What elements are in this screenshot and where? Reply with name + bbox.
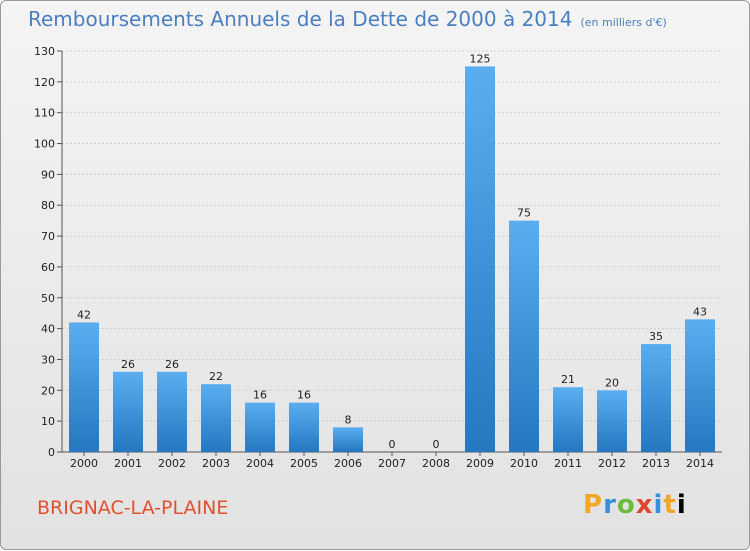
value-label-2003: 22 (209, 370, 223, 383)
chart-unit: (en milliers d'€) (580, 16, 667, 29)
value-label-2005: 16 (297, 389, 311, 402)
y-tick-label: 10 (41, 415, 55, 428)
y-tick-label: 30 (41, 353, 55, 366)
y-tick-label: 40 (41, 323, 55, 336)
y-tick-label: 100 (34, 138, 55, 151)
value-label-2012: 20 (605, 376, 619, 389)
y-tick-label: 120 (34, 76, 55, 89)
bar-2000 (69, 322, 99, 452)
value-label-2000: 42 (77, 308, 91, 321)
bar-2014 (685, 319, 715, 452)
y-tick-label: 50 (41, 292, 55, 305)
value-label-2011: 21 (561, 373, 575, 386)
x-tick-label-2004: 2004 (246, 457, 274, 470)
y-tick-label: 0 (48, 446, 55, 459)
x-tick-label-2005: 2005 (290, 457, 318, 470)
x-tick-label-2007: 2007 (378, 457, 406, 470)
value-label-2002: 26 (165, 358, 179, 371)
bar-2005 (289, 402, 319, 452)
value-label-2006: 8 (345, 413, 352, 426)
value-label-2009: 125 (470, 52, 491, 65)
x-tick-label-2009: 2009 (466, 457, 494, 470)
x-tick-label-2010: 2010 (510, 457, 538, 470)
x-tick-label-2003: 2003 (202, 457, 230, 470)
bar-2009 (465, 66, 495, 452)
value-label-2014: 43 (693, 305, 707, 318)
bar-2006 (333, 427, 363, 452)
value-label-2004: 16 (253, 389, 267, 402)
bar-2013 (641, 344, 671, 452)
x-tick-label-2001: 2001 (114, 457, 142, 470)
x-tick-label-2006: 2006 (334, 457, 362, 470)
value-label-2013: 35 (649, 330, 663, 343)
x-tick-label-2002: 2002 (158, 457, 186, 470)
y-tick-label: 130 (34, 45, 55, 58)
bar-2001 (113, 371, 143, 452)
x-tick-label-2012: 2012 (598, 457, 626, 470)
value-label-2001: 26 (121, 358, 135, 371)
x-tick-label-2000: 2000 (70, 457, 98, 470)
bar-2010 (509, 220, 539, 452)
bar-2011 (553, 387, 583, 452)
bar-2004 (245, 402, 275, 452)
bar-2012 (597, 390, 627, 452)
y-tick-label: 110 (34, 107, 55, 120)
bar-2003 (201, 384, 231, 452)
y-tick-label: 60 (41, 261, 55, 274)
value-label-2008: 0 (433, 438, 440, 451)
chart-title: Remboursements Annuels de la Dette de 20… (28, 7, 667, 31)
x-tick-label-2011: 2011 (554, 457, 582, 470)
y-tick-label: 20 (41, 384, 55, 397)
x-tick-label-2013: 2013 (642, 457, 670, 470)
x-tick-label-2008: 2008 (422, 457, 450, 470)
city-name: BRIGNAC-LA-PLAINE (37, 497, 229, 519)
chart-title-text: Remboursements Annuels de la Dette de 20… (28, 7, 573, 31)
x-tick-label-2014: 2014 (686, 457, 714, 470)
bar-2002 (157, 371, 187, 452)
y-tick-label: 90 (41, 168, 55, 181)
value-label-2010: 75 (517, 207, 531, 220)
y-tick-label: 80 (41, 199, 55, 212)
value-label-2007: 0 (389, 438, 396, 451)
brand-logo: Proxiti (583, 490, 687, 520)
y-tick-label: 70 (41, 230, 55, 243)
